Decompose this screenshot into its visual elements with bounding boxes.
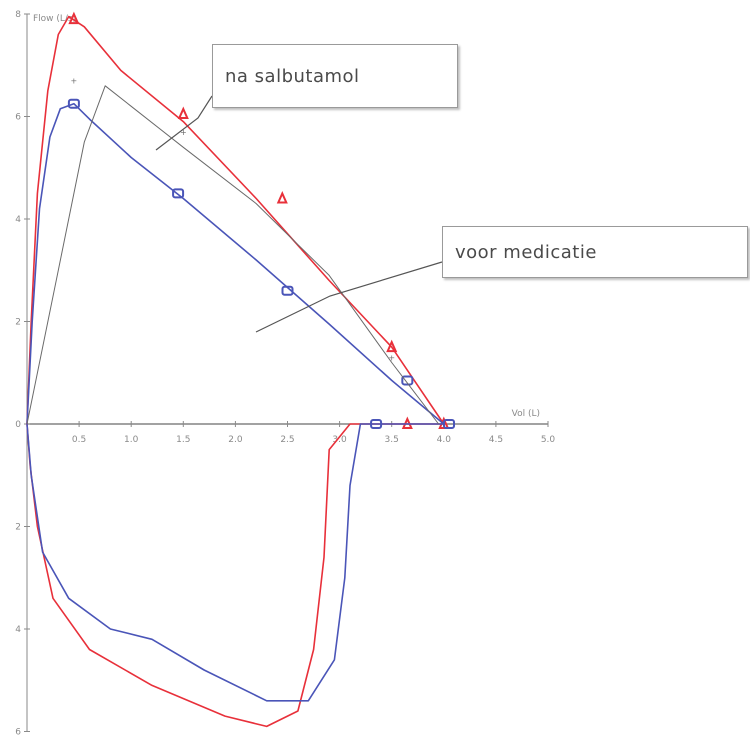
marker-square xyxy=(281,285,294,296)
marker-triangle xyxy=(386,339,398,353)
x-tick-label: 5.0 xyxy=(541,435,556,445)
y-axis-label: Flow (L/s) xyxy=(33,14,76,24)
y-tick-label: 6 xyxy=(15,728,21,738)
x-axis-label: Vol (L) xyxy=(512,409,540,419)
x-tick-label: 1.5 xyxy=(176,435,190,445)
leader-na-salbutamol xyxy=(155,95,213,151)
marker-square xyxy=(67,98,80,109)
callout-voor-medicatie: voor medicatie xyxy=(442,226,748,278)
y-tick-label: 2 xyxy=(15,523,21,533)
leader-voor-medicatie xyxy=(255,261,443,333)
marker-square xyxy=(443,419,456,429)
marker-triangle xyxy=(177,106,189,119)
x-tick-label: 3.5 xyxy=(385,435,399,445)
callout-na-salbutamol: na salbutamol xyxy=(212,44,458,108)
axes: 0.5 1.0 1.5 2.0 2.5 3.0 3.5 4.0 4.5 5.0 8 6 4 2 0 2 4 6 Fl… xyxy=(15,10,555,738)
x-tick-label: 2.5 xyxy=(280,435,294,445)
y-tick-label: 4 xyxy=(15,625,21,635)
callout-na-salbutamol-text: na salbutamol xyxy=(225,65,360,87)
series-line-voor-medicatie xyxy=(26,102,445,702)
marker-plus: + xyxy=(388,353,395,362)
y-tick-label: 2 xyxy=(15,318,21,328)
y-tick-label: 8 xyxy=(15,10,21,20)
marker-square xyxy=(401,375,414,386)
callout-leaders xyxy=(155,95,443,333)
y-tick-label: 0 xyxy=(15,420,21,430)
marker-plus: + xyxy=(180,128,187,137)
marker-triangle xyxy=(276,191,288,204)
x-tick-label: 4.5 xyxy=(489,435,503,445)
marker-triangle xyxy=(68,11,80,25)
x-tick-label: 2.0 xyxy=(228,435,243,445)
y-tick-label: 4 xyxy=(15,215,21,225)
x-tick-label: 4.0 xyxy=(437,435,452,445)
marker-square xyxy=(172,188,185,199)
y-tick-label: 6 xyxy=(15,113,21,123)
series-group: + + + xyxy=(26,11,456,728)
series-line-series-2 xyxy=(26,85,439,425)
x-tick-label: 3.0 xyxy=(332,435,347,445)
x-tick-label: 0.5 xyxy=(72,435,86,445)
marker-plus: + xyxy=(71,77,78,86)
x-tick-label: 1.0 xyxy=(124,435,139,445)
marker-square xyxy=(370,419,383,429)
callout-voor-medicatie-text: voor medicatie xyxy=(455,241,597,263)
